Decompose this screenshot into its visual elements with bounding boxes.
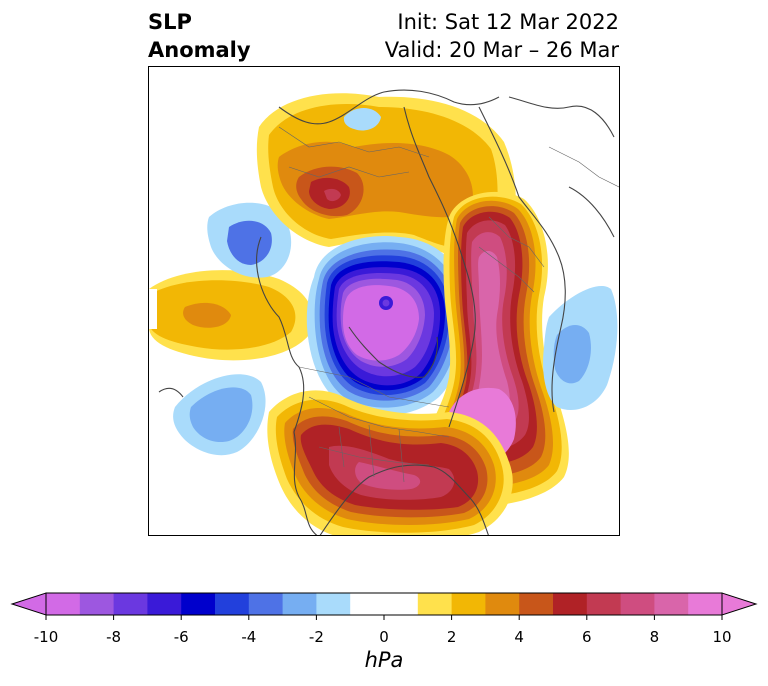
date-header: Init: Sat 12 Mar 2022 Valid: 20 Mar – 26… (385, 8, 619, 64)
europe-low-anomaly (543, 285, 618, 411)
colorbar-bin (79, 593, 115, 615)
colorbar-bin (350, 593, 419, 615)
colorbar-bin (417, 593, 453, 615)
colorbar-bin (586, 593, 622, 615)
colorbar-bin (654, 593, 689, 615)
colorbar-tick-label: 8 (649, 628, 660, 646)
colorbar-bin (46, 593, 81, 615)
north-america-high-anomaly (267, 390, 513, 535)
colorbar-bin (485, 593, 520, 615)
colorbar-tick-label: 0 (379, 628, 389, 646)
colorbar-bin (248, 593, 284, 615)
colorbar-tick-label: 10 (712, 628, 732, 646)
valid-date-range: Valid: 20 Mar – 26 Mar (384, 38, 619, 62)
colorbar-unit-label: hPa (364, 648, 404, 672)
map-title: SLP Anomaly (148, 8, 251, 64)
colorbar-bin (147, 593, 182, 615)
pacific-high-anomaly (149, 270, 313, 361)
pacific-low-anomaly (173, 374, 266, 456)
map-panel (148, 66, 620, 536)
title-line-1: SLP (148, 10, 192, 34)
colorbar-tick-label: -4 (241, 628, 257, 646)
colorbar-bin (553, 593, 588, 615)
borders (278, 126, 619, 483)
colorbar-over-arrow (721, 592, 758, 616)
arctic-low-anomaly (306, 236, 468, 416)
colorbar-under-arrow (10, 592, 47, 616)
init-date: Init: Sat 12 Mar 2022 (397, 10, 619, 34)
colorbar-tick-label: -2 (308, 628, 324, 646)
title-line-2: Anomaly (148, 38, 251, 62)
colorbar-bin (181, 593, 216, 615)
colorbar-bin (519, 593, 554, 615)
colorbar-bin (451, 593, 486, 615)
bering-low-anomaly (207, 202, 292, 278)
colorbar-tick-label: -6 (173, 628, 189, 646)
colorbar-bin (316, 593, 351, 615)
arctic-small-low (343, 108, 381, 131)
colorbar-bin (688, 593, 723, 615)
coastlines (158, 89, 615, 535)
colorbar-bin (113, 593, 148, 615)
colorbar (10, 592, 758, 620)
colorbar-tick-label: 6 (582, 628, 592, 646)
colorbar-bin (620, 593, 655, 615)
colorbar-bin (215, 593, 250, 615)
colorbar-tick-label: 2 (446, 628, 457, 646)
colorbar-tick-label: 4 (514, 628, 524, 646)
slp-anomaly-map (149, 89, 619, 535)
colorbar-bin (282, 593, 317, 615)
colorbar-tick-label: -8 (106, 628, 122, 646)
colorbar-tick-label: -10 (33, 628, 59, 646)
